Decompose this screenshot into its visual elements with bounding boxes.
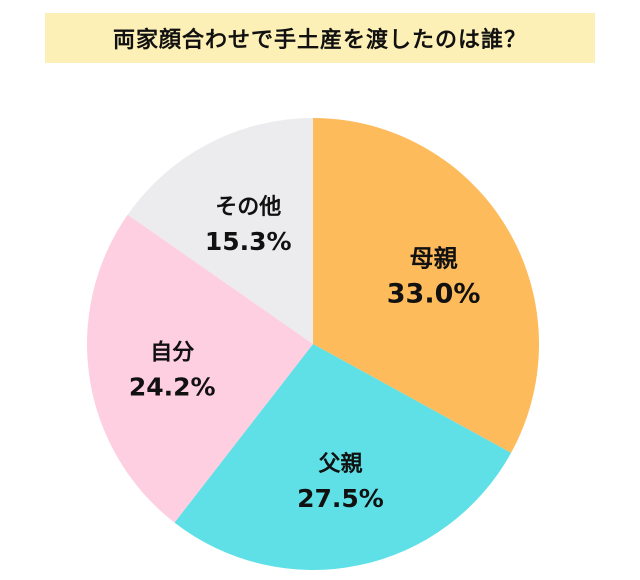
slice-label-other: その他	[215, 195, 281, 220]
slice-value-father: 27.5%	[297, 484, 384, 513]
slice-value-mother: 33.0%	[387, 279, 481, 310]
slice-label-self: 自分	[150, 339, 194, 365]
chart-title: 両家顔合わせで手土産を渡したのは誰？	[112, 28, 527, 53]
slice-label-father: 父親	[318, 452, 362, 477]
slice-label-mother: 母親	[410, 245, 458, 273]
pie-slice-mother	[313, 118, 540, 453]
slice-value-self: 24.2%	[129, 372, 216, 401]
slice-value-other: 15.3%	[205, 227, 292, 256]
chart-title-box: 両家顔合わせで手土産を渡したのは誰？	[45, 13, 595, 63]
pie-slice-self	[87, 214, 313, 523]
pie-slice-father	[174, 344, 512, 570]
pie-slice-other	[127, 118, 313, 344]
